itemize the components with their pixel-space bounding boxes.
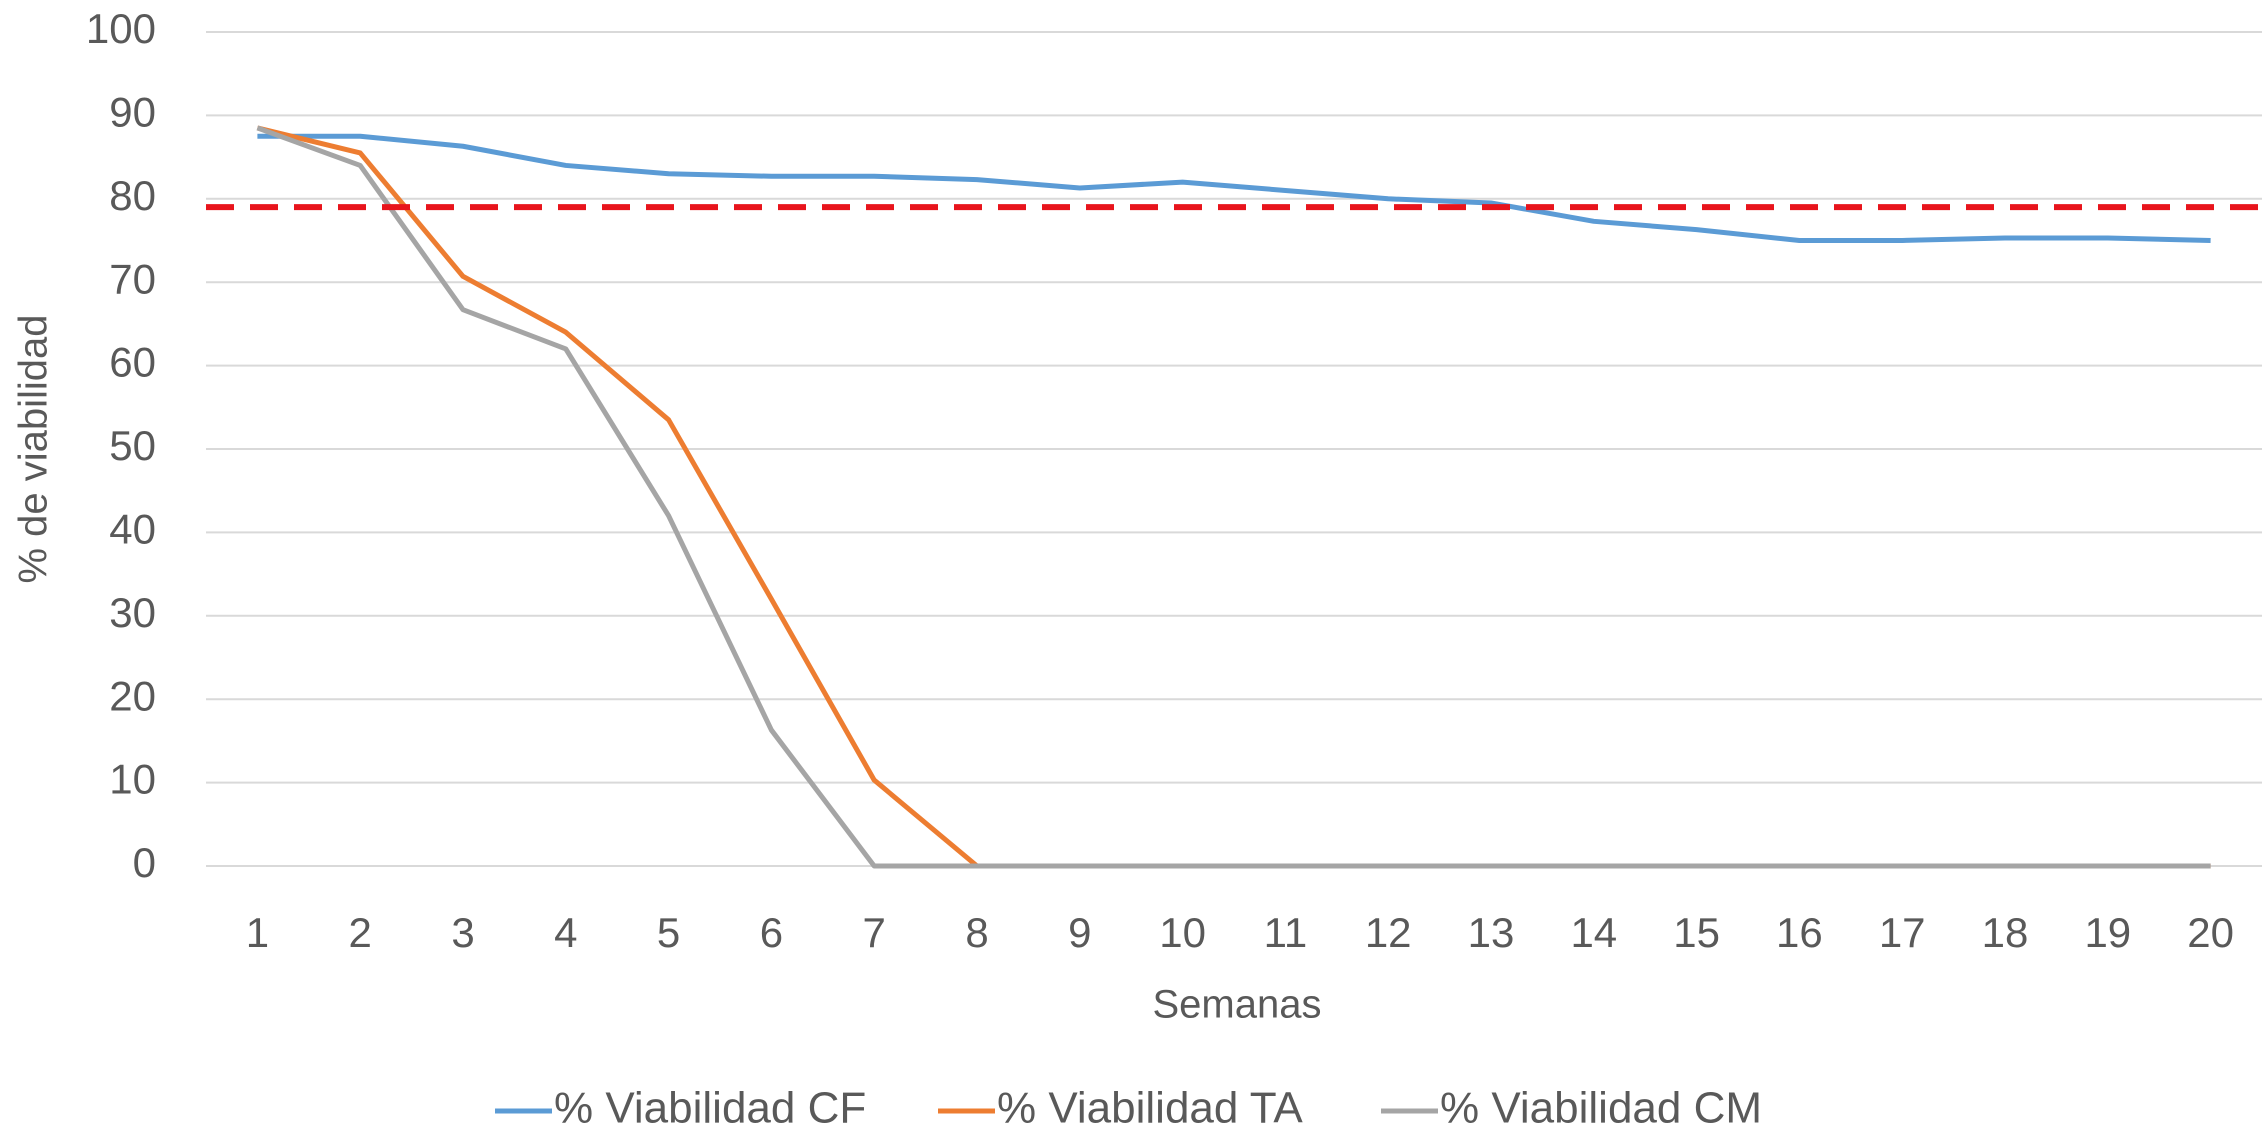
x-tick-label: 3	[451, 909, 474, 956]
x-tick-label: 14	[1570, 909, 1617, 956]
legend-label: % Viabilidad CM	[1440, 1084, 1762, 1132]
y-tick-label: 0	[133, 839, 156, 886]
x-tick-label: 16	[1776, 909, 1823, 956]
y-tick-label: 50	[109, 422, 156, 469]
x-tick-label: 6	[760, 909, 783, 956]
x-tick-label: 15	[1673, 909, 1720, 956]
x-tick-label: 13	[1468, 909, 1515, 956]
y-tick-label: 30	[109, 589, 156, 636]
x-tick-label: 10	[1159, 909, 1206, 956]
x-axis-label: Semanas	[1153, 983, 1322, 1027]
series-line	[257, 133, 2211, 243]
x-tick-label: 4	[554, 909, 577, 956]
x-tick-label: 19	[2084, 909, 2131, 956]
x-tick-label: 17	[1879, 909, 1926, 956]
x-tick-label: 2	[349, 909, 372, 956]
y-tick-label: 100	[86, 5, 156, 52]
x-tick-label: 9	[1068, 909, 1091, 956]
series-line	[256, 125, 2211, 869]
y-tick-label: 90	[109, 88, 156, 135]
x-tick-label: 7	[863, 909, 886, 956]
y-tick-label: 20	[109, 672, 156, 719]
x-tick-label: 12	[1365, 909, 1412, 956]
x-tick-label: 20	[2187, 909, 2234, 956]
y-tick-label: 70	[109, 255, 156, 302]
legend-label: % Viabilidad TA	[997, 1084, 1303, 1132]
y-tick-label: 60	[109, 339, 156, 386]
x-tick-label: 11	[1264, 909, 1308, 956]
x-tick-label: 18	[1982, 909, 2029, 956]
x-tick-label: 5	[657, 909, 680, 956]
legend-label: % Viabilidad CF	[554, 1084, 866, 1132]
y-tick-label: 80	[109, 172, 156, 219]
y-axis-label: % de viabilidad	[12, 314, 56, 583]
x-tick-label: 8	[965, 909, 988, 956]
y-tick-label: 40	[109, 505, 156, 552]
x-tick-label: 1	[246, 909, 269, 956]
y-tick-label: 10	[109, 756, 156, 803]
